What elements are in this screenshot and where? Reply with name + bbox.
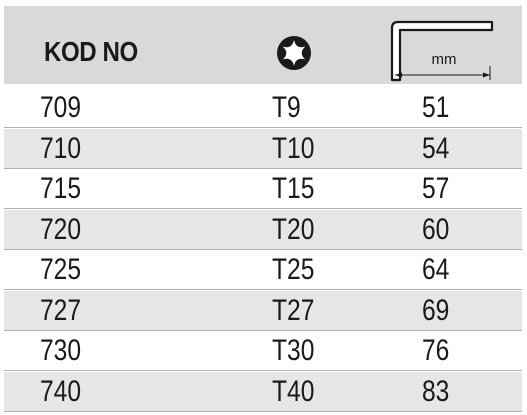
table-header: KOD NO mm bbox=[4, 6, 522, 84]
row-divider bbox=[4, 208, 522, 209]
row-divider bbox=[4, 167, 522, 169]
cell-length-mm: 60 bbox=[422, 212, 450, 246]
cell-code: 715 bbox=[40, 172, 82, 205]
cell-torx-size: T10 bbox=[272, 131, 315, 165]
cell-length-mm: 51 bbox=[422, 91, 450, 124]
row-divider bbox=[4, 248, 522, 250]
cell-code: 720 bbox=[40, 212, 82, 246]
cell-code: 709 bbox=[40, 91, 82, 124]
table-row: 725 T25 64 bbox=[4, 250, 522, 290]
row-divider bbox=[4, 329, 522, 331]
cell-torx-size: T40 bbox=[272, 374, 315, 408]
cell-length-mm: 69 bbox=[422, 293, 450, 327]
cell-code: 710 bbox=[40, 131, 82, 165]
torx-star-icon bbox=[277, 36, 311, 70]
table-row: 710 T10 54 bbox=[4, 128, 522, 169]
cell-torx-size: T15 bbox=[272, 172, 315, 205]
cell-code: 727 bbox=[40, 293, 82, 327]
row-divider bbox=[4, 289, 522, 290]
cell-torx-size: T9 bbox=[272, 91, 301, 124]
hex-key-length-icon: mm bbox=[390, 20, 494, 82]
cell-length-mm: 76 bbox=[422, 334, 450, 367]
cell-length-mm: 83 bbox=[422, 374, 450, 408]
row-divider bbox=[4, 410, 522, 412]
table-row: 740 T40 83 bbox=[4, 371, 522, 412]
row-divider bbox=[4, 370, 522, 371]
cell-torx-size: T25 bbox=[272, 253, 315, 286]
table-row: 720 T20 60 bbox=[4, 209, 522, 250]
cell-code: 730 bbox=[40, 334, 82, 367]
cell-length-mm: 57 bbox=[422, 172, 450, 205]
cell-torx-size: T27 bbox=[272, 293, 315, 327]
cell-length-mm: 54 bbox=[422, 131, 450, 165]
cell-torx-size: T20 bbox=[272, 212, 315, 246]
cell-torx-size: T30 bbox=[272, 334, 315, 367]
table-row: 730 T30 76 bbox=[4, 331, 522, 371]
cell-length-mm: 64 bbox=[422, 253, 450, 286]
cell-code: 740 bbox=[40, 374, 82, 408]
table-row: 709 T9 51 bbox=[4, 88, 522, 128]
row-divider bbox=[4, 127, 522, 128]
table-row: 727 T27 69 bbox=[4, 290, 522, 331]
table-row: 715 T15 57 bbox=[4, 169, 522, 209]
length-unit-label: mm bbox=[432, 51, 457, 68]
cell-code: 725 bbox=[40, 253, 82, 286]
column-header-code: KOD NO bbox=[44, 36, 138, 67]
